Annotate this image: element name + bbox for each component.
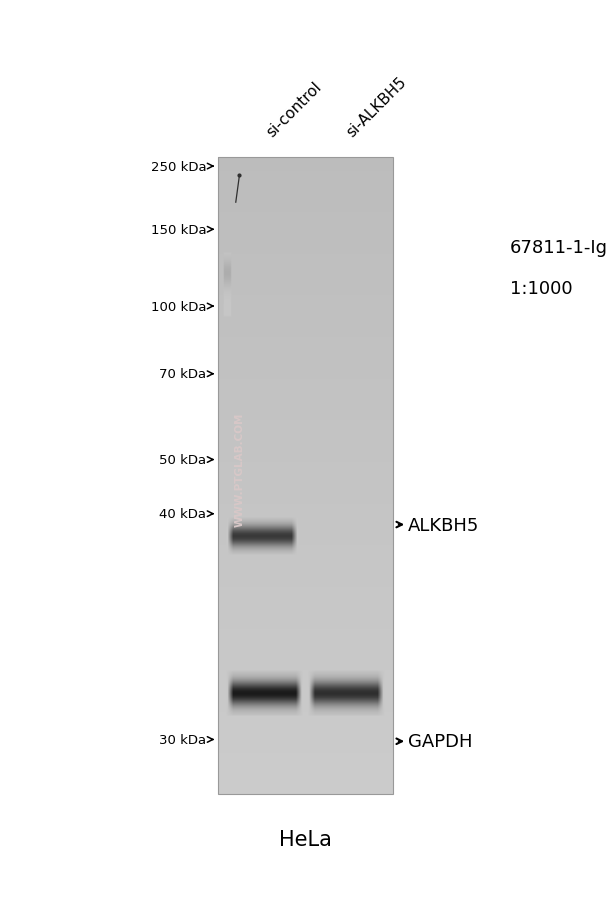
Text: 67811-1-Ig: 67811-1-Ig [510, 239, 608, 257]
Text: 1:1000: 1:1000 [510, 280, 572, 298]
Text: 250 kDa: 250 kDa [150, 161, 206, 173]
Text: 70 kDa: 70 kDa [159, 368, 206, 381]
Bar [218, 158, 393, 794]
Text: 40 kDa: 40 kDa [159, 508, 206, 520]
Text: 50 kDa: 50 kDa [159, 454, 206, 466]
Text: si-ALKBH5: si-ALKBH5 [344, 74, 410, 140]
Text: si-control: si-control [264, 79, 325, 140]
Text: 100 kDa: 100 kDa [151, 300, 206, 313]
Text: 30 kDa: 30 kDa [159, 733, 206, 746]
Text: HeLa: HeLa [279, 829, 332, 849]
Text: GAPDH: GAPDH [408, 732, 473, 750]
Text: ALKBH5: ALKBH5 [408, 516, 480, 534]
Text: WWW.PTGLAB.COM: WWW.PTGLAB.COM [235, 412, 244, 526]
Text: 150 kDa: 150 kDa [150, 224, 206, 236]
